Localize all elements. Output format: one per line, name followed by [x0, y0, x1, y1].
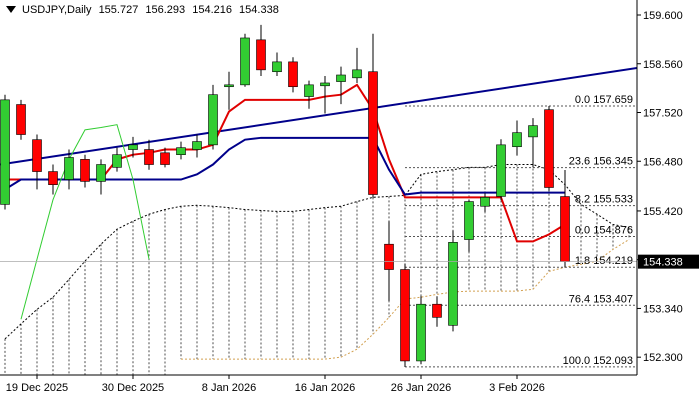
candle-body: [448, 242, 458, 326]
y-tick-label: 155.420: [643, 206, 683, 218]
candle-body: [96, 164, 106, 182]
candle-body: [464, 201, 474, 240]
candle-body: [240, 37, 250, 86]
header-close: 154.338: [239, 4, 279, 16]
y-tick-label: 156.480: [643, 156, 683, 168]
x-tick-label: 3 Feb 2026: [489, 382, 545, 394]
candle-body: [224, 84, 234, 88]
candle-body: [48, 171, 58, 185]
trendline: [0, 66, 637, 166]
candle-body: [320, 82, 330, 87]
candle-body: [208, 94, 218, 146]
x-tick-label: 8 Jan 2026: [202, 382, 256, 394]
candle-body: [80, 159, 90, 182]
x-tick-label: 26 Jan 2026: [391, 382, 452, 394]
candle-body: [496, 144, 506, 197]
header: USDJPY,Daily 155.727 156.293 154.216 154…: [22, 4, 279, 16]
y-tick-label: 158.560: [643, 59, 683, 71]
candle-body: [544, 109, 554, 188]
last-price-box: [638, 254, 699, 269]
x-tick-label: 30 Dec 2025: [102, 382, 164, 394]
candle-body: [368, 71, 378, 195]
header-low: 154.216: [192, 4, 232, 16]
fib-label: 1.8 154.219: [575, 255, 633, 267]
candle-body: [384, 243, 394, 270]
fib-label: 76.4 153.407: [569, 293, 633, 305]
candle-body: [112, 154, 122, 168]
y-tick-label: 157.520: [643, 108, 683, 120]
fib-label: 0.0 157.659: [575, 94, 633, 106]
candle-body: [64, 157, 74, 180]
plot-area: 0.0 157.659 23.6 156.345 8.2 155.533 0.0 15…: [0, 24, 637, 375]
candle-body: [432, 303, 442, 318]
candle-body: [16, 104, 26, 135]
candle-body: [416, 303, 426, 362]
fib-label: 0.0 154.876: [575, 224, 633, 236]
cloud-upper: [4, 164, 630, 340]
header-high: 156.293: [145, 4, 185, 16]
y-tick-label: 159.600: [643, 10, 683, 22]
y-tick-label: 153.340: [643, 303, 683, 315]
candle-body: [560, 196, 570, 262]
candle-body: [256, 39, 266, 71]
candle-body: [352, 69, 362, 79]
candle-body: [512, 132, 522, 148]
fib-label: 23.6 156.345: [569, 156, 633, 168]
candle-body: [0, 99, 10, 205]
header-icon: [6, 6, 16, 13]
indicator-line: [20, 124, 150, 320]
x-tick-label: 16 Jan 2026: [295, 382, 356, 394]
candle-body: [304, 84, 314, 97]
last-price-label: 154.338: [643, 257, 683, 269]
header-open: 155.727: [99, 4, 139, 16]
candle-body: [144, 149, 154, 165]
candle-body: [400, 269, 410, 362]
x-tick-label: 19 Dec 2025: [6, 382, 68, 394]
fib-label: 8.2 155.533: [575, 194, 633, 206]
candle-body: [336, 74, 346, 82]
candle-body: [528, 125, 538, 138]
candle-body: [288, 61, 298, 88]
candle-body: [128, 144, 138, 150]
candle-body: [272, 61, 282, 73]
candle-body: [480, 197, 490, 207]
candle-body: [32, 139, 42, 172]
fib-label: 100.0 152.093: [563, 355, 633, 367]
candle-body: [176, 147, 186, 155]
candle-body: [192, 141, 202, 150]
chart-title: USDJPY,Daily: [22, 4, 92, 16]
y-tick-label: 152.300: [643, 352, 683, 364]
cloud-lower: [181, 239, 630, 360]
candle-body: [160, 152, 170, 165]
